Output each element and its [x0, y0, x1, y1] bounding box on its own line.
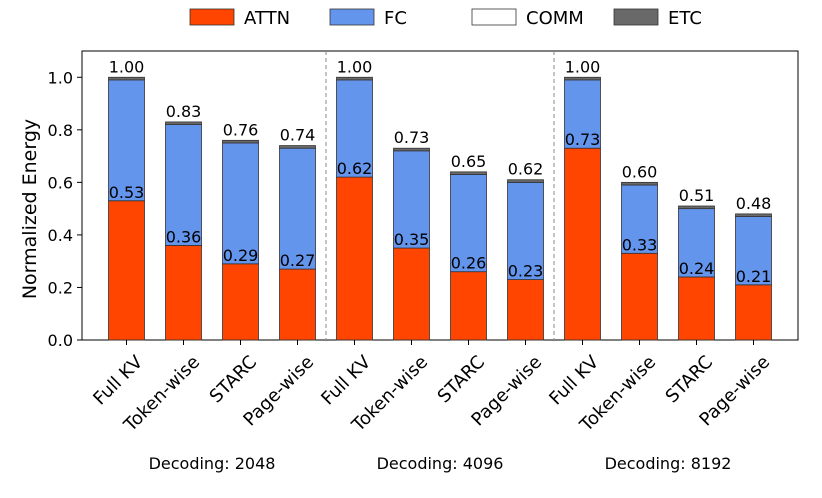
attn-value-label: 0.27	[280, 251, 316, 270]
bar-total-label: 1.00	[109, 57, 145, 76]
attn-value-label: 0.53	[109, 183, 145, 202]
etc-bar-segment	[450, 171, 487, 175]
attn-value-label: 0.23	[508, 262, 544, 281]
etc-bar-segment	[165, 121, 202, 125]
legend-label-attn: ATTN	[244, 8, 290, 29]
attn-bar-segment	[450, 271, 487, 341]
etc-bar-segment	[393, 147, 430, 152]
etc-bar-segment	[108, 76, 145, 81]
x-tick-label: STARC	[434, 352, 490, 408]
x-tick-label: Full KV	[89, 351, 147, 409]
attn-value-label: 0.29	[223, 246, 259, 265]
attn-value-label: 0.36	[166, 227, 202, 246]
chart-legend: ATTN FC COMM ETC	[189, 8, 702, 29]
fc-bar-segment	[450, 174, 487, 273]
y-axis: 0.0 0.2 0.4 0.6 0.8 1.0	[48, 68, 82, 350]
group-label: Decoding: 8192	[605, 454, 732, 473]
etc-bar-segment	[735, 213, 772, 217]
group-label: Decoding: 2048	[149, 454, 276, 473]
y-tick-label: 1.0	[48, 68, 73, 87]
x-tick-label: Full KV	[317, 351, 375, 409]
legend-swatch-etc	[613, 8, 659, 26]
etc-bar-segment	[222, 139, 259, 144]
plot-area: 1.00 0.53 0.83 0.36 0.76 0.29 0.74 0.27 1.00 0.62…	[81, 50, 799, 341]
attn-value-label: 0.26	[451, 254, 487, 273]
attn-bar-segment	[336, 176, 373, 341]
group-labels: Decoding: 2048 Decoding: 4096 Decoding: 81…	[149, 454, 732, 473]
bar-total-label: 0.62	[508, 160, 544, 179]
attn-value-label: 0.24	[679, 259, 715, 278]
attn-value-label: 0.33	[622, 235, 658, 254]
bar-total-label: 1.00	[565, 57, 601, 76]
bar-total-label: 0.48	[736, 194, 772, 213]
etc-bar-segment	[336, 76, 373, 81]
x-tick-label: Full KV	[545, 351, 603, 409]
attn-bar-segment	[165, 245, 202, 341]
attn-value-label: 0.73	[565, 130, 601, 149]
fc-bar-segment	[735, 216, 772, 286]
attn-value-label: 0.62	[337, 159, 373, 178]
bar-total-label: 0.65	[451, 152, 487, 171]
attn-value-label: 0.21	[736, 267, 772, 286]
bar-total-label: 0.76	[223, 120, 259, 139]
bar-total-label: 0.60	[622, 162, 658, 181]
etc-bar-segment	[279, 145, 316, 149]
attn-bar-segment	[621, 252, 658, 341]
etc-bar-segment	[564, 76, 601, 81]
attn-bar-segment	[222, 263, 259, 341]
bar-total-label: 1.00	[337, 57, 373, 76]
etc-bar-segment	[678, 205, 715, 210]
bar-total-label: 0.83	[166, 102, 202, 121]
fc-bar-segment	[165, 124, 202, 246]
etc-bar-segment	[507, 179, 544, 183]
attn-bar-segment	[393, 247, 430, 341]
attn-bar-segment	[507, 279, 544, 341]
attn-bar-segment	[279, 268, 316, 341]
legend-swatch-attn	[189, 8, 235, 26]
plot-frame	[81, 50, 799, 341]
legend-label-comm: COMM	[526, 8, 584, 29]
bar-total-label: 0.73	[394, 128, 430, 147]
y-tick-label: 0.0	[48, 331, 73, 350]
fc-bar-segment	[678, 208, 715, 278]
attn-value-label: 0.35	[394, 230, 430, 249]
legend-swatch-fc	[329, 8, 375, 26]
y-tick-label: 0.2	[48, 278, 73, 297]
legend-label-fc: FC	[384, 8, 407, 29]
y-tick-label: 0.6	[48, 173, 73, 192]
x-tick-label: STARC	[662, 352, 718, 408]
bar-total-label: 0.51	[679, 186, 715, 205]
y-tick-label: 0.4	[48, 226, 73, 245]
attn-bar-segment	[678, 276, 715, 341]
fc-bar-segment	[507, 181, 544, 280]
attn-bar-segment	[735, 284, 772, 341]
y-tick-label: 0.8	[48, 121, 73, 140]
attn-bar-segment	[108, 200, 145, 341]
etc-bar-segment	[621, 181, 658, 186]
fc-bar-segment	[393, 150, 430, 249]
legend-label-etc: ETC	[668, 8, 702, 29]
group-label: Decoding: 4096	[377, 454, 504, 473]
x-tick-label: STARC	[206, 352, 262, 408]
attn-bar-segment	[564, 147, 601, 341]
y-axis-label: Normalized Energy	[19, 119, 41, 299]
fc-bar-segment	[564, 79, 601, 149]
bar-total-label: 0.74	[280, 126, 316, 145]
legend-swatch-comm	[471, 8, 517, 26]
fc-bar-segment	[279, 147, 316, 270]
